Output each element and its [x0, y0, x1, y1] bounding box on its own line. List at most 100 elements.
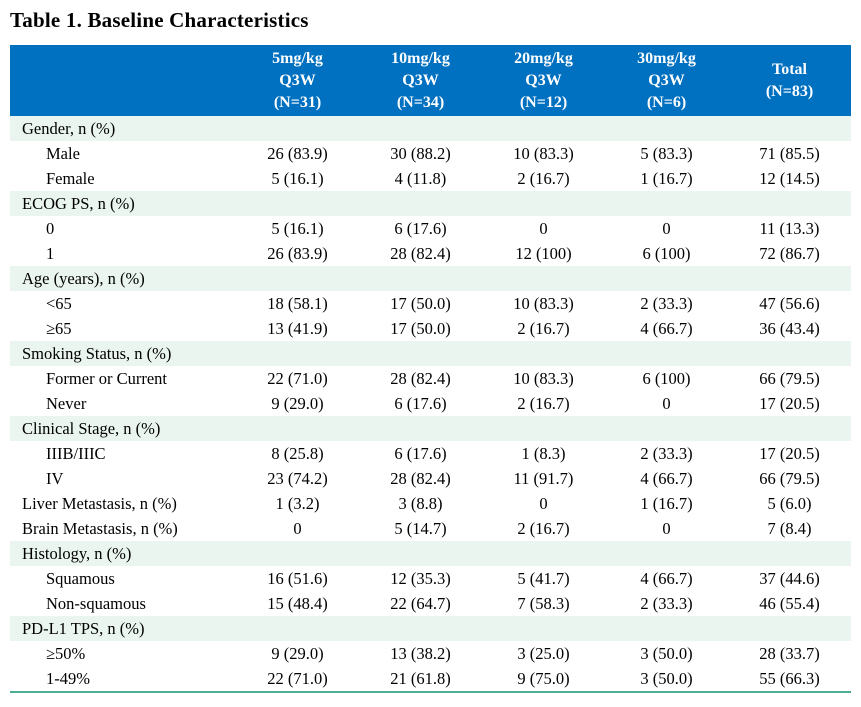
cell-value: 8 (25.8): [271, 444, 324, 463]
cell-value: 6 (100): [642, 244, 691, 263]
row-label: 1-49%: [46, 669, 90, 688]
header-line: 5mg/kg: [272, 49, 323, 67]
cell-value: 0: [293, 519, 302, 538]
row-label: ≥50%: [46, 644, 86, 663]
cell-value: 9 (29.0): [271, 644, 324, 663]
table-row-pdl1-1-49: 1-49% 22 (71.0) 21 (61.8) 9 (75.0) 3 (50…: [10, 666, 851, 692]
cell-value: 21 (61.8): [390, 669, 451, 688]
section-row-age: Age (years), n (%): [10, 266, 851, 291]
table-row-age-lt65: <65 18 (58.1) 17 (50.0) 10 (83.3) 2 (33.…: [10, 291, 851, 316]
header-line: Total: [772, 60, 807, 78]
header-cell-30mgkg: 30mg/kg Q3W (N=6): [605, 45, 728, 116]
cell-value: 13 (38.2): [390, 644, 451, 663]
cell-value: 0: [662, 219, 671, 238]
cell-value: 11 (13.3): [759, 219, 820, 238]
section-label: PD-L1 TPS, n (%): [10, 616, 851, 641]
cell-value: 28 (82.4): [390, 369, 451, 388]
cell-value: 28 (82.4): [390, 469, 451, 488]
cell-value: 5 (14.7): [394, 519, 447, 538]
table-row-stage-iiib: IIIB/IIIC 8 (25.8) 6 (17.6) 1 (8.3) 2 (3…: [10, 441, 851, 466]
header-cell-total: Total (N=83): [728, 45, 851, 116]
section-row-gender: Gender, n (%): [10, 116, 851, 141]
header-line: (N=12): [519, 93, 568, 111]
cell-value: 36 (43.4): [759, 319, 820, 338]
table-row-non-squamous: Non-squamous 15 (48.4) 22 (64.7) 7 (58.3…: [10, 591, 851, 616]
row-label: Male: [46, 144, 80, 163]
cell-value: 2 (33.3): [640, 444, 693, 463]
cell-value: 6 (17.6): [394, 394, 447, 413]
cell-value: 9 (75.0): [517, 669, 570, 688]
table-title: Table 1. Baseline Characteristics: [10, 8, 309, 32]
table-row-age-ge65: ≥65 13 (41.9) 17 (50.0) 2 (16.7) 4 (66.7…: [10, 316, 851, 341]
cell-value: 46 (55.4): [759, 594, 820, 613]
cell-value: 66 (79.5): [759, 369, 820, 388]
cell-value: 17 (20.5): [759, 444, 820, 463]
table-row-ecog1: 1 26 (83.9) 28 (82.4) 12 (100) 6 (100) 7…: [10, 241, 851, 266]
cell-value: 47 (56.6): [759, 294, 820, 313]
cell-value: 1 (16.7): [640, 169, 693, 188]
section-row-smoking: Smoking Status, n (%): [10, 341, 851, 366]
cell-value: 2 (16.7): [517, 394, 570, 413]
cell-value: 2 (33.3): [640, 594, 693, 613]
cell-value: 55 (66.3): [759, 669, 820, 688]
row-label: IIIB/IIIC: [46, 444, 106, 463]
header-line: Q3W: [402, 71, 439, 89]
table-row-female: Female 5 (16.1) 4 (11.8) 2 (16.7) 1 (16.…: [10, 166, 851, 191]
cell-value: 1 (8.3): [521, 444, 566, 463]
section-label: Gender, n (%): [10, 116, 851, 141]
cell-value: 4 (66.7): [640, 319, 693, 338]
table-row-pdl1-ge50: ≥50% 9 (29.0) 13 (38.2) 3 (25.0) 3 (50.0…: [10, 641, 851, 666]
header-line: 10mg/kg: [391, 49, 450, 67]
cell-value: 2 (16.7): [517, 319, 570, 338]
cell-value: 12 (14.5): [759, 169, 820, 188]
table-row-ecog0: 0 5 (16.1) 6 (17.6) 0 0 11 (13.3): [10, 216, 851, 241]
cell-value: 11 (91.7): [513, 469, 574, 488]
row-label: Non-squamous: [46, 594, 146, 613]
row-label: IV: [46, 469, 64, 488]
section-row-pdl1: PD-L1 TPS, n (%): [10, 616, 851, 641]
cell-value: 15 (48.4): [267, 594, 328, 613]
cell-value: 10 (83.3): [513, 294, 574, 313]
cell-value: 37 (44.6): [759, 569, 820, 588]
section-label: ECOG PS, n (%): [10, 191, 851, 216]
header-cell-10mgkg: 10mg/kg Q3W (N=34): [359, 45, 482, 116]
table-row-brain-metastasis: Brain Metastasis, n (%) 0 5 (14.7) 2 (16…: [10, 516, 851, 541]
cell-value: 5 (16.1): [271, 219, 324, 238]
table-row-stage-iv: IV 23 (74.2) 28 (82.4) 11 (91.7) 4 (66.7…: [10, 466, 851, 491]
section-row-ecog: ECOG PS, n (%): [10, 191, 851, 216]
cell-value: 17 (50.0): [390, 294, 451, 313]
cell-value: 30 (88.2): [390, 144, 451, 163]
header-line: (N=31): [273, 93, 322, 111]
header-cell-5mgkg: 5mg/kg Q3W (N=31): [236, 45, 359, 116]
table-header: 5mg/kg Q3W (N=31) 10mg/kg Q3W (N=34) 20m…: [10, 45, 851, 116]
cell-value: 6 (17.6): [394, 219, 447, 238]
cell-value: 72 (86.7): [759, 244, 820, 263]
section-row-stage: Clinical Stage, n (%): [10, 416, 851, 441]
row-label: Squamous: [46, 569, 115, 588]
header-line: (N=34): [396, 93, 445, 111]
cell-value: 4 (66.7): [640, 469, 693, 488]
cell-value: 3 (25.0): [517, 644, 570, 663]
row-label: Female: [46, 169, 95, 188]
header-line: 20mg/kg: [514, 49, 573, 67]
cell-value: 16 (51.6): [267, 569, 328, 588]
table-row-smoking-former: Former or Current 22 (71.0) 28 (82.4) 10…: [10, 366, 851, 391]
section-label: Smoking Status, n (%): [10, 341, 851, 366]
header-line: (N=83): [765, 82, 814, 100]
cell-value: 22 (71.0): [267, 669, 328, 688]
row-label: <65: [46, 294, 72, 313]
cell-value: 22 (71.0): [267, 369, 328, 388]
cell-value: 71 (85.5): [759, 144, 820, 163]
cell-value: 28 (33.7): [759, 644, 820, 663]
header-line: Q3W: [648, 71, 685, 89]
cell-value: 5 (6.0): [767, 494, 812, 513]
cell-value: 28 (82.4): [390, 244, 451, 263]
header-line: 30mg/kg: [637, 49, 696, 67]
cell-value: 26 (83.9): [267, 144, 328, 163]
cell-value: 23 (74.2): [267, 469, 328, 488]
cell-value: 5 (41.7): [517, 569, 570, 588]
cell-value: 17 (20.5): [759, 394, 820, 413]
cell-value: 2 (16.7): [517, 519, 570, 538]
table-row-squamous: Squamous 16 (51.6) 12 (35.3) 5 (41.7) 4 …: [10, 566, 851, 591]
